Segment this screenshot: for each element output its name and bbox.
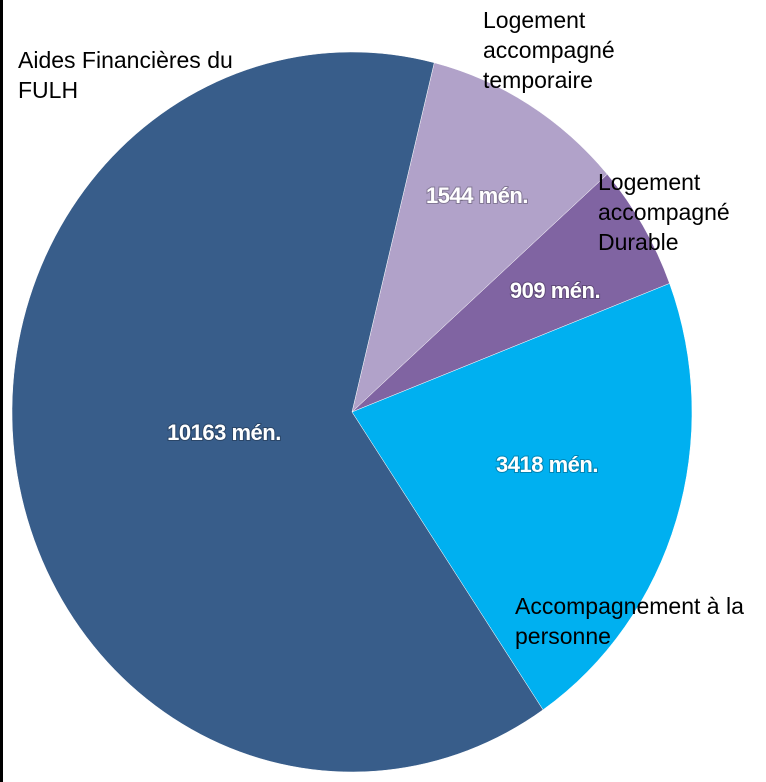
value-label: 10163 mén. xyxy=(167,420,281,445)
category-label: Aides Financières du FULH xyxy=(18,47,233,103)
value-label: 1544 mén. xyxy=(426,183,528,208)
pie-slice xyxy=(351,173,670,413)
pie-slice xyxy=(11,51,544,773)
pie-slice xyxy=(351,62,608,413)
value-label: 3418 mén. xyxy=(496,452,598,477)
value-label: 909 mén. xyxy=(510,278,600,303)
category-label: Logement accompagné Durable xyxy=(598,169,730,255)
category-label: Accompagnement à la personne xyxy=(515,593,744,649)
category-label: Logement accompagné temporaire xyxy=(483,7,615,93)
pie-slice xyxy=(351,283,693,711)
left-border xyxy=(0,0,3,782)
